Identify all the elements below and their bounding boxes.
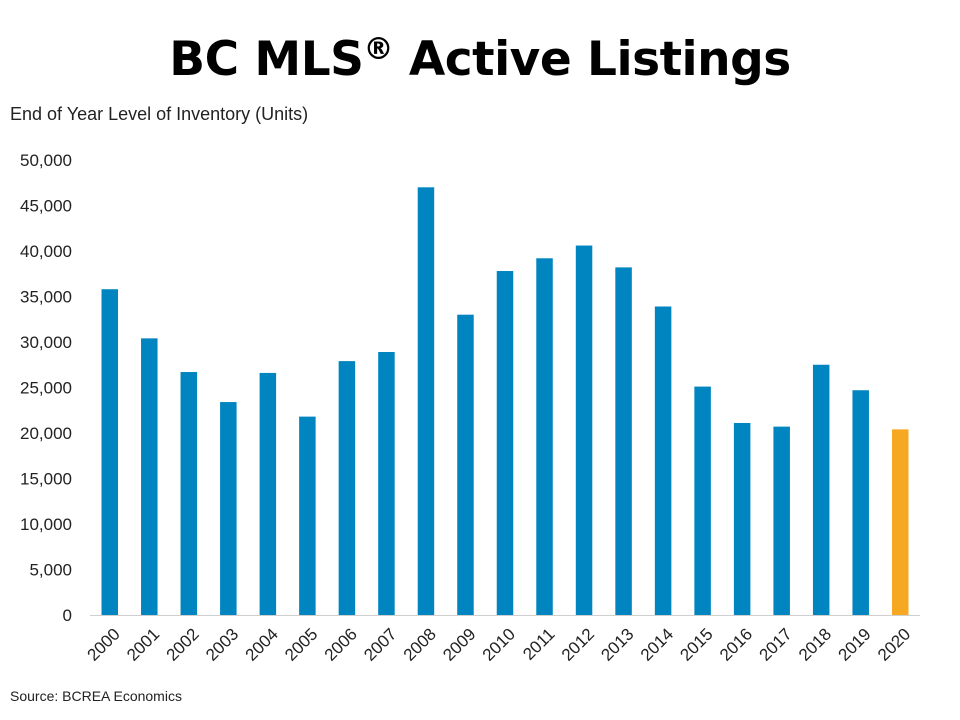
y-tick-label: 10,000 [20, 515, 72, 534]
x-tick-label-2019: 2019 [835, 625, 875, 665]
x-axis-ticks: 2000 2001 2002 2003 2004 2005 2006 2007 2008 2009… [84, 625, 915, 665]
x-tick-label-2011: 2011 [519, 625, 558, 664]
y-axis-label: End of Year Level of Inventory (Units) [10, 104, 309, 124]
y-tick-label: 0 [63, 606, 72, 625]
bar-2019 [852, 390, 869, 615]
x-tick-label-2015: 2015 [676, 625, 716, 665]
bar-2009 [457, 314, 474, 615]
chart-title-rest: Active Listings [393, 32, 791, 87]
bar-2003 [220, 402, 237, 615]
x-tick-label-2008: 2008 [400, 625, 440, 665]
x-tick-label-2017: 2017 [755, 625, 795, 665]
y-tick-label: 40,000 [20, 242, 72, 261]
bar-2010 [496, 271, 514, 615]
x-tick-label-2006: 2006 [321, 625, 361, 665]
x-tick-label-2010: 2010 [479, 625, 519, 665]
y-tick-label: 45,000 [20, 197, 72, 216]
x-tick-label-2013: 2013 [597, 625, 637, 665]
y-tick-label: 20,000 [20, 424, 72, 443]
bar-series [101, 187, 909, 616]
bar-2014 [654, 306, 672, 615]
chart-title-main: BC MLS [169, 32, 364, 87]
y-tick-label: 35,000 [20, 288, 72, 307]
bar-2017 [773, 426, 790, 615]
bar-2012 [575, 245, 593, 616]
bar-2005 [299, 416, 316, 615]
chart-title: BC MLS® Active Listings [0, 14, 960, 96]
x-tick-label-2000: 2000 [84, 625, 124, 665]
x-tick-label-2003: 2003 [202, 625, 242, 665]
x-tick-label-2016: 2016 [716, 625, 756, 665]
bar-2013 [615, 267, 632, 615]
bar-2000 [101, 289, 119, 615]
bar-2007 [378, 352, 395, 615]
y-tick-label: 5,000 [29, 561, 72, 580]
x-tick-label-2001: 2001 [123, 625, 163, 665]
bar-2008 [417, 187, 435, 616]
bar-2018 [812, 364, 830, 615]
y-tick-label: 50,000 [20, 151, 72, 170]
source-note: Source: BCREA Economics [10, 688, 182, 704]
bar-2020 [891, 429, 909, 615]
bar-2011 [536, 258, 553, 615]
y-axis-ticks: 0 5,000 10,000 15,000 20,000 25,000 30,000 35,0… [20, 151, 72, 625]
bar-2015 [694, 386, 711, 615]
x-tick-label-2009: 2009 [439, 625, 479, 665]
x-tick-label-2012: 2012 [558, 625, 598, 665]
registered-mark: ® [363, 32, 394, 67]
y-tick-label: 25,000 [20, 379, 72, 398]
bar-2001 [141, 338, 158, 615]
x-tick-label-2005: 2005 [281, 625, 321, 665]
bar-2016 [733, 422, 751, 615]
x-tick-label-2004: 2004 [242, 625, 282, 665]
x-tick-label-2007: 2007 [360, 625, 400, 665]
bar-2006 [338, 361, 356, 615]
x-tick-label-2002: 2002 [163, 625, 203, 665]
bar-2004 [259, 372, 277, 615]
bar-2002 [180, 372, 198, 615]
y-tick-label: 15,000 [20, 470, 72, 489]
x-tick-label-2014: 2014 [637, 625, 677, 665]
x-tick-label-2018: 2018 [795, 625, 835, 665]
y-tick-label: 30,000 [20, 333, 72, 352]
x-tick-label-2020: 2020 [874, 625, 914, 665]
